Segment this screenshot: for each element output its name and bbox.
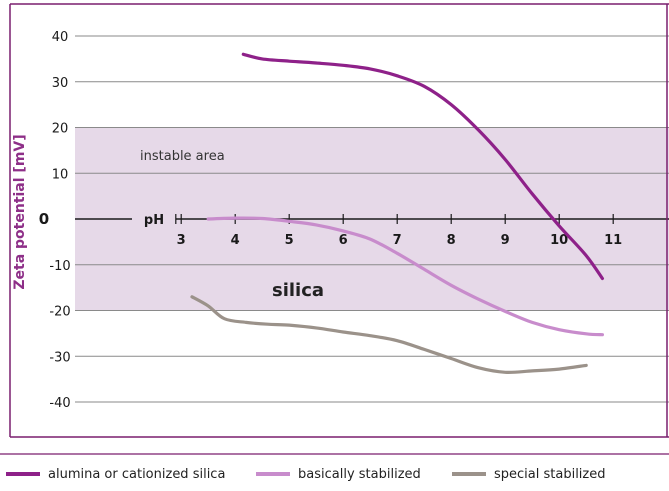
y-tick-label: 20 bbox=[52, 122, 69, 137]
x-tick-label: 3 bbox=[177, 233, 186, 248]
legend-label-basic: basically stabilized bbox=[298, 466, 421, 482]
series-line-basic bbox=[206, 216, 604, 337]
legend-label-special: special stabilized bbox=[494, 466, 606, 482]
y-tick-label: -20 bbox=[49, 305, 70, 320]
y-tick-label: 40 bbox=[52, 30, 69, 45]
x-tick-label: 4 bbox=[231, 233, 240, 248]
annotation-silica: silica bbox=[272, 280, 324, 301]
y-axis-label: Zeta potential [mV] bbox=[12, 134, 28, 289]
y-tick-label: 30 bbox=[52, 76, 69, 91]
y-tick-label: -40 bbox=[49, 396, 70, 411]
legend-label-alumina: alumina or cationized silica bbox=[48, 466, 226, 482]
x-tick-label: 7 bbox=[393, 233, 402, 248]
y-tick-label: 10 bbox=[52, 167, 69, 182]
legend-item-basic: basically stabilized bbox=[256, 462, 421, 486]
x-axis-label: pH bbox=[144, 213, 164, 228]
ph-axis: pH 3 4 5 6 7 8 9 10 11 bbox=[75, 213, 669, 248]
x-tick-label: 11 bbox=[604, 233, 622, 248]
y-tick-label: -10 bbox=[49, 259, 70, 274]
x-tick-label: 8 bbox=[447, 233, 456, 248]
grid-lines bbox=[75, 35, 669, 403]
legend-swatch-alumina bbox=[6, 472, 40, 476]
series-lines bbox=[190, 52, 604, 375]
x-tick-label: 6 bbox=[339, 233, 348, 248]
legend-item-alumina: alumina or cationized silica bbox=[6, 462, 225, 486]
series-line-alumina bbox=[241, 52, 604, 281]
legend-item-special: special stabilized bbox=[452, 462, 606, 486]
legend-swatch-basic bbox=[256, 472, 290, 476]
x-tick-label: 5 bbox=[285, 233, 294, 248]
y-tick-label: -30 bbox=[49, 350, 70, 365]
legend-swatch-special bbox=[452, 472, 486, 476]
series-line-special bbox=[190, 295, 588, 375]
legend: alumina or cationized silica basically s… bbox=[0, 462, 669, 486]
x-tick-label: 10 bbox=[550, 233, 568, 248]
y-tick-labels: 40 30 20 10 0 -10 -20 -30 -40 bbox=[39, 30, 71, 411]
y-tick-label: 0 bbox=[39, 210, 49, 228]
annotation-instable-area: instable area bbox=[140, 149, 225, 164]
x-tick-label: 9 bbox=[501, 233, 510, 248]
